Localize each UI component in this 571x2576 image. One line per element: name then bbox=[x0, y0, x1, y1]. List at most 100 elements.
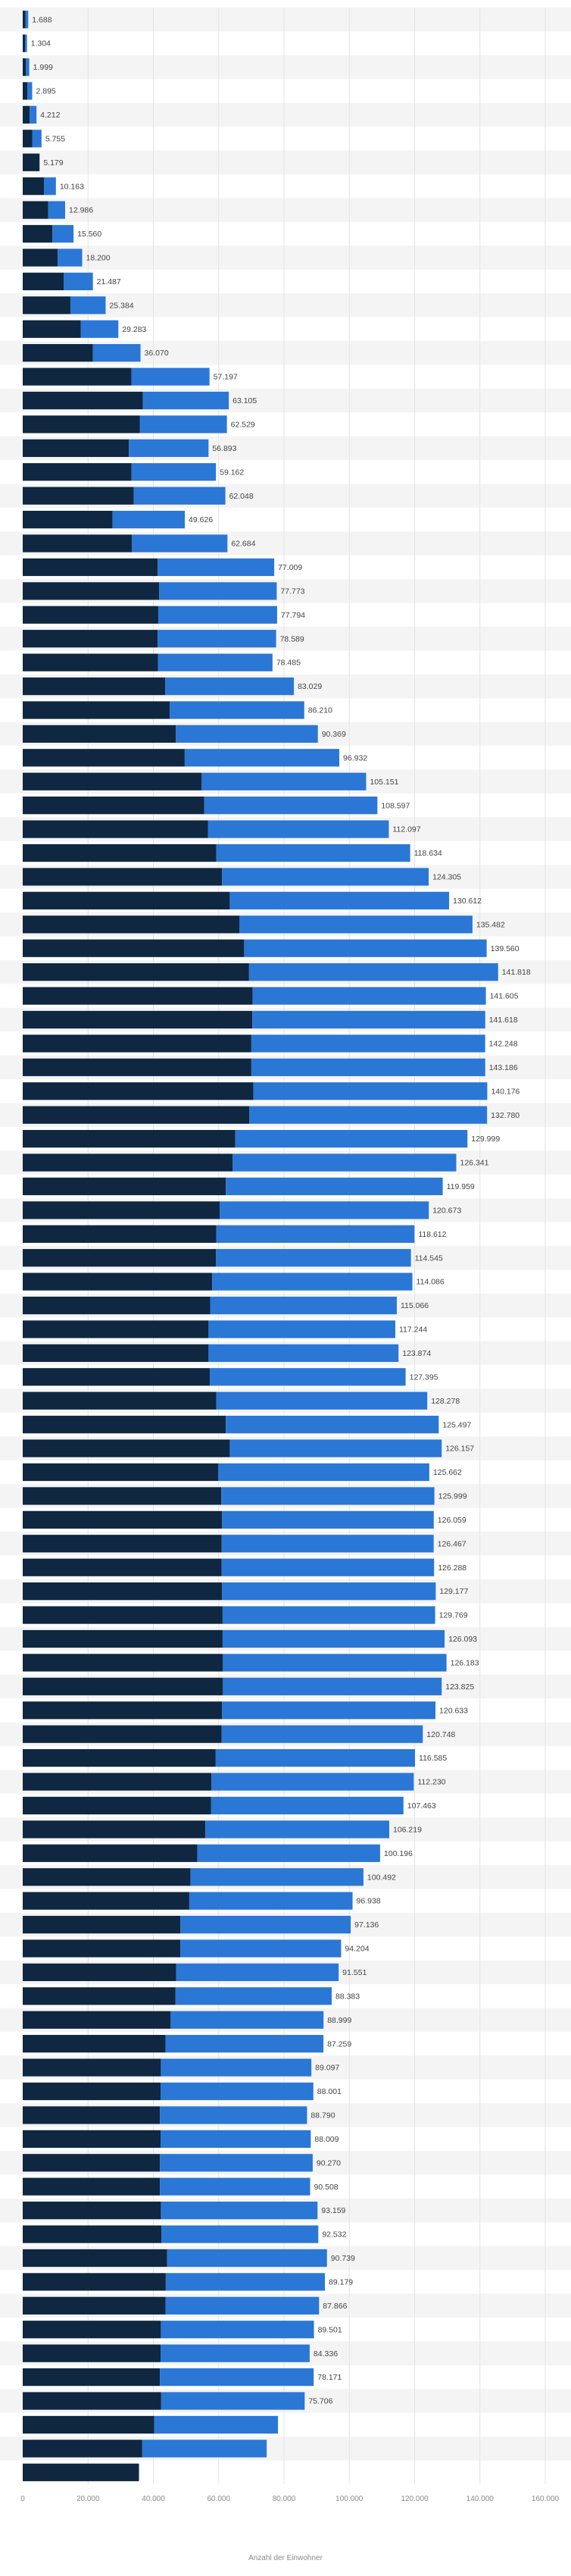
bar-value-label: 25.384 bbox=[109, 301, 133, 310]
bar-value-label: 112.230 bbox=[417, 1778, 445, 1787]
bar-dark-segment bbox=[23, 2202, 161, 2220]
bar-dark-segment bbox=[23, 1939, 181, 1958]
bar-value-label: 77.794 bbox=[281, 611, 305, 620]
bar-dark-segment bbox=[23, 2273, 166, 2291]
bar-value-label: 29.283 bbox=[122, 325, 146, 334]
bar-value-label: 87.866 bbox=[323, 2302, 347, 2311]
bar-value-label: 78.485 bbox=[276, 659, 301, 668]
bars bbox=[23, 11, 498, 2481]
bar-value-label: 124.305 bbox=[432, 873, 461, 882]
bar-dark-segment bbox=[23, 82, 28, 100]
bar-blue-segment bbox=[131, 368, 210, 386]
bar-value-label: 78.171 bbox=[317, 2373, 342, 2382]
bar-blue-segment bbox=[251, 1034, 485, 1053]
bar-dark-segment bbox=[23, 1868, 191, 1886]
bar-value-label: 141.618 bbox=[489, 1016, 518, 1025]
bar-value-label: 115.066 bbox=[401, 1301, 429, 1310]
bar-blue-segment bbox=[158, 606, 277, 624]
bar-dark-segment bbox=[23, 1748, 216, 1767]
bar-dark-segment bbox=[23, 1416, 226, 1434]
bar-dark-segment bbox=[23, 1987, 176, 2005]
bar-blue-segment bbox=[133, 487, 226, 505]
bar-dark-segment bbox=[23, 1153, 233, 1172]
bar-dark-segment bbox=[23, 1725, 222, 1743]
bar-value-label: 96.938 bbox=[357, 1897, 381, 1906]
bar-blue-segment bbox=[161, 2392, 305, 2410]
bar-value-label: 5.755 bbox=[45, 134, 65, 143]
bar-dark-segment bbox=[23, 391, 143, 410]
bar-value-label: 10.163 bbox=[60, 182, 84, 191]
bar-value-label: 100.492 bbox=[367, 1873, 396, 1882]
x-tick-label: 160.000 bbox=[532, 2495, 560, 2503]
bar-dark-segment bbox=[23, 2130, 161, 2148]
bar-blue-segment bbox=[30, 105, 37, 124]
bar-blue-segment bbox=[160, 2344, 310, 2362]
bar-dark-segment bbox=[23, 963, 249, 981]
bar-dark-segment bbox=[23, 177, 45, 196]
bar-value-label: 143.186 bbox=[489, 1063, 518, 1072]
bar-dark-segment bbox=[23, 487, 134, 505]
bar-blue-segment bbox=[92, 344, 141, 362]
bar-dark-segment bbox=[23, 987, 253, 1005]
bar-dark-segment bbox=[23, 1391, 217, 1410]
bar-dark-segment bbox=[23, 415, 140, 434]
bar-dark-segment bbox=[23, 368, 132, 386]
bar-dark-segment bbox=[23, 1701, 223, 1720]
bar-value-label: 2.895 bbox=[36, 87, 55, 96]
bar-blue-segment bbox=[161, 2202, 318, 2220]
bar-blue-segment bbox=[160, 2130, 311, 2148]
bar-value-label: 93.159 bbox=[321, 2206, 345, 2215]
bar-value-label: 88.009 bbox=[314, 2135, 339, 2144]
bar-dark-segment bbox=[23, 201, 48, 219]
bar-dark-segment bbox=[23, 820, 208, 838]
bar-dark-segment bbox=[23, 844, 217, 862]
bar-value-label: 118.612 bbox=[418, 1230, 446, 1239]
bar-blue-segment bbox=[142, 2440, 267, 2458]
bar-value-label: 100.196 bbox=[384, 1849, 413, 1858]
x-tick-label: 20.000 bbox=[76, 2495, 100, 2503]
row-band bbox=[0, 55, 571, 80]
bar-value-label: 97.136 bbox=[354, 1920, 379, 1930]
bar-dark-segment bbox=[23, 1129, 236, 1148]
bar-dark-segment bbox=[23, 2035, 166, 2053]
bar-dark-segment bbox=[23, 558, 158, 577]
bar-value-label: 89.501 bbox=[318, 2325, 342, 2334]
bar-blue-segment bbox=[221, 1487, 435, 1505]
bar-dark-segment bbox=[23, 58, 27, 77]
bar-blue-segment bbox=[220, 1201, 429, 1219]
bar-dark-segment bbox=[23, 725, 176, 743]
bar-value-label: 141.818 bbox=[502, 968, 531, 977]
bar-blue-segment bbox=[223, 1654, 447, 1672]
bar-blue-segment bbox=[252, 987, 486, 1005]
bar-value-label: 75.706 bbox=[308, 2397, 332, 2406]
bar-dark-segment bbox=[23, 939, 245, 957]
bar-dark-segment bbox=[23, 891, 230, 909]
bar-dark-segment bbox=[23, 1582, 223, 1601]
bar-blue-segment bbox=[221, 1535, 434, 1553]
bar-dark-segment bbox=[23, 1034, 251, 1053]
bar-value-label: 125.497 bbox=[442, 1420, 471, 1429]
bar-value-label: 126.288 bbox=[438, 1563, 466, 1573]
bar-dark-segment bbox=[23, 2463, 139, 2481]
bar-blue-segment bbox=[176, 725, 318, 743]
bar-value-label: 94.204 bbox=[345, 1945, 369, 1954]
bar-blue-segment bbox=[44, 177, 56, 196]
bar-value-label: 126.341 bbox=[460, 1159, 488, 1168]
bar-blue-segment bbox=[165, 677, 295, 696]
bar-dark-segment bbox=[23, 2392, 161, 2410]
bar-blue-segment bbox=[226, 1416, 439, 1434]
bar-dark-segment bbox=[23, 344, 93, 362]
bar-dark-segment bbox=[23, 1773, 212, 1791]
bar-value-label: 140.176 bbox=[491, 1087, 520, 1096]
bar-blue-segment bbox=[208, 1344, 399, 1363]
bar-dark-segment bbox=[23, 1225, 217, 1243]
bar-value-label: 15.560 bbox=[77, 230, 101, 239]
bar-blue-segment bbox=[160, 2177, 310, 2196]
bar-value-label: 18.200 bbox=[86, 254, 110, 263]
bar-value-label: 56.893 bbox=[212, 444, 236, 453]
bar-blue-segment bbox=[252, 1010, 485, 1029]
bar-blue-segment bbox=[226, 1177, 443, 1196]
bar-dark-segment bbox=[23, 1606, 223, 1624]
bar-value-label: 123.874 bbox=[402, 1349, 431, 1358]
